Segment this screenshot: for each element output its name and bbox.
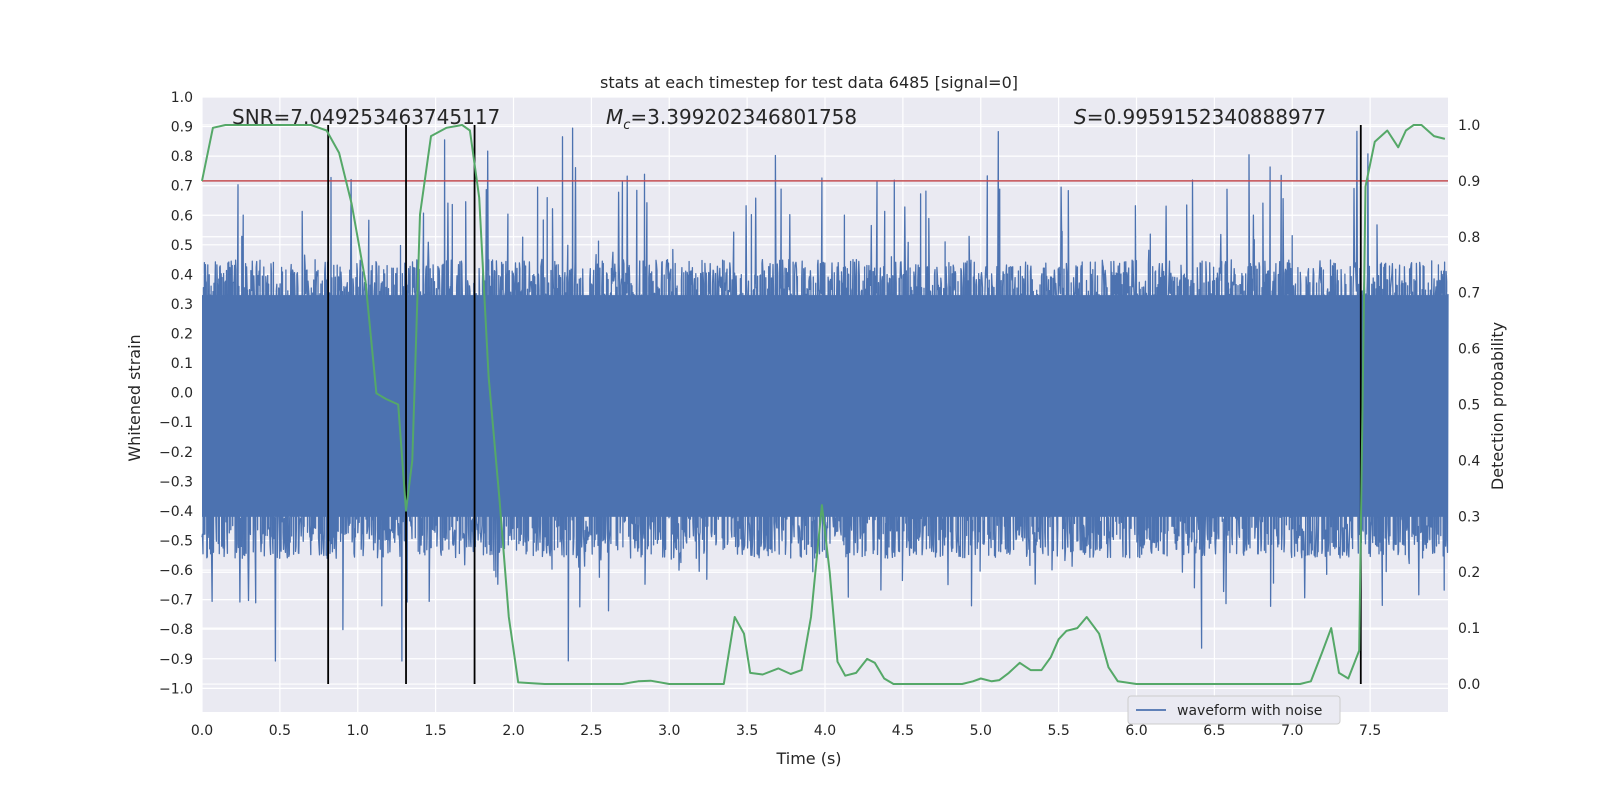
x-tick-label: 1.5 [424,723,446,739]
y2-tick-label: 0.6 [1458,342,1480,358]
y-tick-label: 0.6 [171,208,193,224]
mc-subscript: c [623,118,630,133]
y-tick-label: −0.6 [159,563,193,579]
x-tick-label: 1.0 [347,723,369,739]
x-tick-label: 6.5 [1203,723,1225,739]
y-tick-label: −0.8 [159,622,193,638]
mc-value: =3.399202346801758 [630,105,857,129]
mc-symbol: M [606,105,623,129]
s-value: =0.9959152340888977 [1087,105,1326,129]
y-tick-label: 0.0 [171,386,193,402]
y-axis-title: Whitened strain [125,334,144,461]
x-axis-title: Time (s) [775,749,841,768]
y2-tick-label: 0.0 [1458,677,1480,693]
y2-tick-label: 0.5 [1458,398,1480,414]
x-tick-label: 6.0 [1125,723,1147,739]
y-tick-label: −0.1 [159,415,193,431]
x-tick-label: 2.0 [502,723,524,739]
y-tick-label: −0.2 [159,445,193,461]
y2-tick-label: 1.0 [1458,118,1480,134]
y-tick-label: −1.0 [159,681,193,697]
y2-tick-label: 0.4 [1458,453,1480,469]
y-tick-label: 1.0 [171,90,193,106]
x-tick-label: 5.0 [970,723,992,739]
y-tick-label: 0.4 [171,267,193,283]
y-tick-label: 0.9 [171,120,193,136]
x-tick-label: 3.5 [736,723,758,739]
y2-tick-label: 0.8 [1458,230,1480,246]
x-tick-label: 5.5 [1047,723,1069,739]
x-tick-label: 7.5 [1359,723,1381,739]
probability-series [201,124,1446,685]
y-axis-ticks: 1.0 0.9 0.8 0.7 0.6 0.5 0.4 0.3 0.2 0.1 0.0 −0.1 −0.… [159,90,193,697]
y-tick-label: −0.7 [159,593,193,609]
y-tick-label: 0.8 [171,149,193,165]
x-axis-ticks: 0.0 0.5 1.0 1.5 2.0 2.5 3.0 3.5 4.0 4.5 5.0 5.5 6.0 6… [191,723,1381,739]
legend: waveform with noise [1127,695,1341,725]
y2-tick-label: 0.2 [1458,565,1480,581]
y-tick-label: −0.3 [159,474,193,490]
y2-tick-label: 0.1 [1458,621,1480,637]
y-tick-label: 0.1 [171,356,193,372]
x-tick-label: 4.5 [892,723,914,739]
y-tick-label: −0.4 [159,504,193,520]
y2-tick-label: 0.7 [1458,286,1480,302]
x-tick-label: 0.0 [191,723,213,739]
x-tick-label: 3.0 [658,723,680,739]
y-tick-label: 0.2 [171,327,193,343]
y-tick-label: −0.9 [159,652,193,668]
probability-line [201,124,1446,685]
y2-axis-ticks: 1.0 0.9 0.8 0.7 0.6 0.5 0.4 0.3 0.2 0.1 0.0 [1458,118,1480,693]
x-tick-label: 4.0 [814,723,836,739]
chart-title: stats at each timestep for test data 648… [600,73,1018,92]
y-tick-label: 0.3 [171,297,193,313]
waveform-band [202,295,1448,517]
y2-axis-title: Detection probability [1488,322,1507,490]
y2-tick-label: 0.9 [1458,174,1480,190]
snr-annotation: SNR=7.049253463745117 [232,105,500,129]
legend-box [1127,695,1341,725]
x-tick-label: 7.0 [1281,723,1303,739]
x-tick-label: 0.5 [269,723,291,739]
chirp-mass-annotation: Mc=3.399202346801758 [606,105,857,133]
y2-tick-label: 0.3 [1458,509,1480,525]
y-tick-label: 0.5 [171,238,193,254]
s-symbol: S [1074,105,1087,129]
y-tick-label: −0.5 [159,534,193,550]
x-tick-label: 2.5 [580,723,602,739]
y-tick-label: 0.7 [171,179,193,195]
s-annotation: S=0.9959152340888977 [1074,105,1326,129]
legend-label: waveform with noise [1177,703,1322,719]
